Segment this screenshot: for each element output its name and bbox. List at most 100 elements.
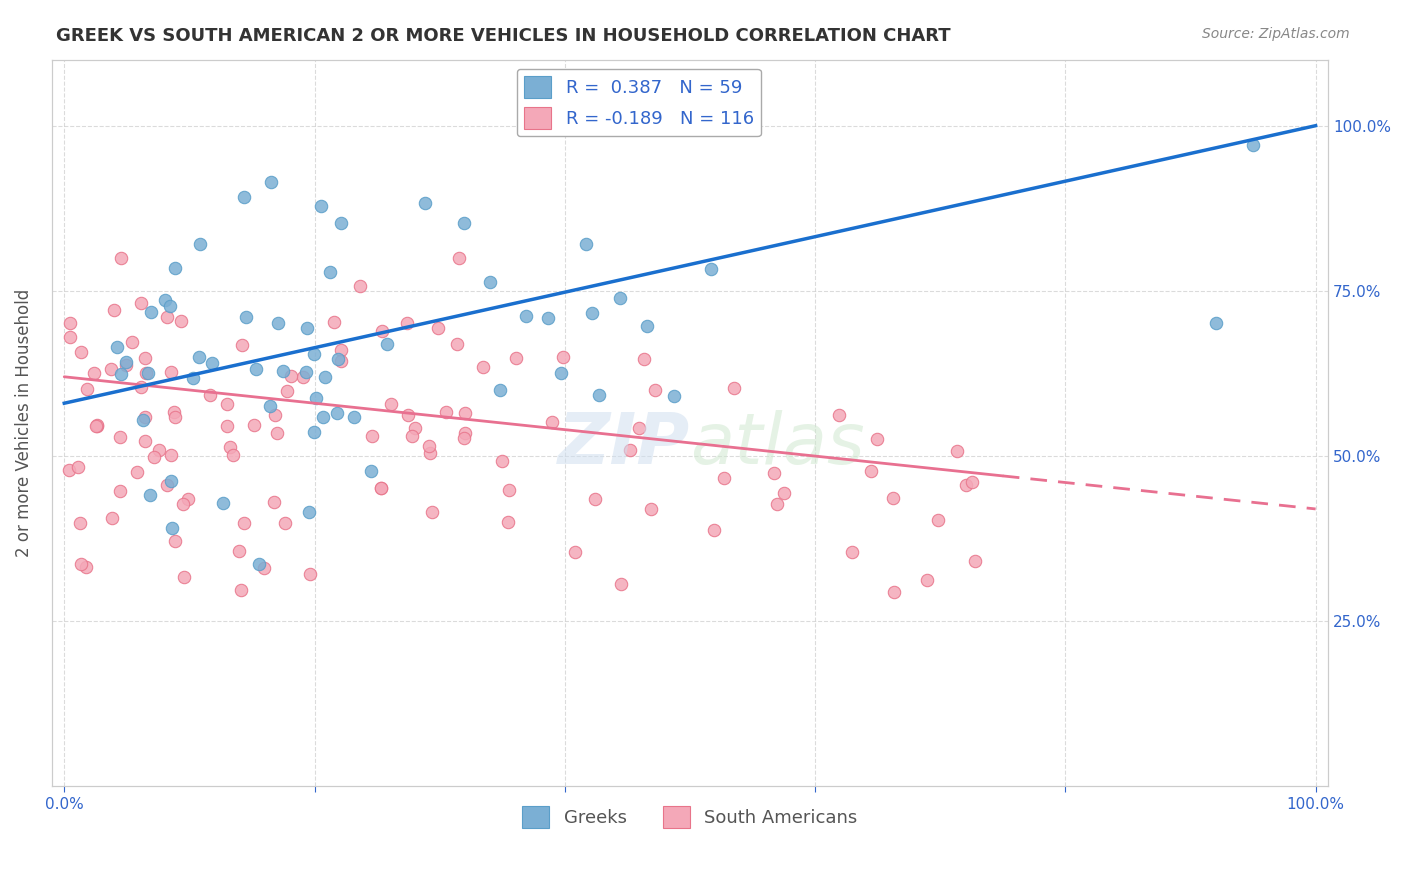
Greeks	[163, 260, 186, 275]
Greeks	[581, 306, 603, 320]
South Americans	[103, 302, 125, 317]
South Americans	[59, 317, 82, 331]
South Americans	[401, 429, 423, 443]
South Americans	[219, 440, 242, 454]
Greeks	[295, 320, 318, 334]
South Americans	[860, 464, 883, 478]
South Americans	[883, 585, 905, 599]
South Americans	[773, 485, 796, 500]
Text: ZIP: ZIP	[558, 410, 690, 479]
South Americans	[496, 515, 519, 529]
Greeks	[132, 413, 155, 427]
Greeks	[159, 475, 181, 489]
South Americans	[396, 408, 419, 422]
South Americans	[627, 421, 650, 435]
Greeks	[136, 366, 159, 380]
South Americans	[418, 439, 440, 453]
South Americans	[380, 397, 402, 411]
Greeks	[537, 311, 560, 326]
South Americans	[723, 381, 745, 395]
South Americans	[370, 481, 392, 495]
South Americans	[134, 351, 156, 366]
Greeks	[138, 488, 160, 502]
South Americans	[173, 570, 195, 584]
South Americans	[114, 358, 136, 372]
Greeks	[375, 337, 398, 351]
Greeks	[309, 199, 332, 213]
South Americans	[231, 338, 253, 352]
South Americans	[766, 497, 789, 511]
South Americans	[222, 448, 245, 462]
Greeks	[247, 557, 270, 571]
South Americans	[253, 561, 276, 575]
Greeks	[588, 388, 610, 402]
South Americans	[610, 576, 633, 591]
Greeks	[314, 370, 336, 384]
Greeks	[271, 364, 294, 378]
Greeks	[1205, 317, 1227, 331]
Greeks	[212, 496, 235, 510]
South Americans	[129, 295, 152, 310]
South Americans	[434, 404, 457, 418]
South Americans	[177, 491, 200, 506]
South Americans	[217, 418, 239, 433]
South Americans	[763, 466, 786, 480]
Greeks	[662, 389, 685, 403]
South Americans	[165, 534, 187, 549]
Greeks	[139, 305, 162, 319]
South Americans	[148, 442, 170, 457]
South Americans	[330, 354, 353, 368]
South Americans	[360, 429, 382, 443]
Greeks	[453, 216, 475, 230]
South Americans	[170, 314, 193, 328]
Greeks	[267, 316, 290, 330]
Greeks	[115, 354, 138, 368]
South Americans	[945, 443, 967, 458]
South Americans	[156, 310, 179, 324]
South Americans	[453, 426, 475, 441]
Greeks	[302, 425, 325, 440]
South Americans	[198, 388, 221, 402]
Y-axis label: 2 or more Vehicles in Household: 2 or more Vehicles in Household	[15, 289, 32, 558]
Greeks	[550, 366, 572, 380]
Text: Source: ZipAtlas.com: Source: ZipAtlas.com	[1202, 27, 1350, 41]
South Americans	[100, 362, 122, 376]
South Americans	[229, 582, 252, 597]
Greeks	[326, 406, 349, 420]
South Americans	[263, 495, 285, 509]
South Americans	[371, 324, 394, 338]
Greeks	[245, 362, 267, 376]
South Americans	[446, 337, 468, 351]
South Americans	[134, 409, 156, 424]
Greeks	[478, 275, 501, 289]
South Americans	[370, 481, 392, 495]
South Americans	[541, 415, 564, 429]
Greeks	[700, 262, 723, 277]
Greeks	[343, 409, 366, 424]
South Americans	[960, 475, 983, 489]
South Americans	[965, 554, 987, 568]
South Americans	[83, 366, 105, 380]
Greeks	[312, 410, 335, 425]
South Americans	[142, 450, 165, 464]
South Americans	[101, 511, 124, 525]
South Americans	[505, 351, 527, 365]
South Americans	[449, 251, 471, 265]
Greeks	[259, 399, 281, 413]
Text: GREEK VS SOUTH AMERICAN 2 OR MORE VEHICLES IN HOUSEHOLD CORRELATION CHART: GREEK VS SOUTH AMERICAN 2 OR MORE VEHICL…	[56, 27, 950, 45]
South Americans	[86, 417, 108, 432]
South Americans	[395, 316, 418, 330]
Greeks	[110, 368, 132, 382]
Legend: Greeks, South Americans: Greeks, South Americans	[515, 799, 865, 836]
South Americans	[76, 382, 98, 396]
South Americans	[426, 321, 449, 335]
South Americans	[703, 523, 725, 537]
South Americans	[882, 491, 904, 506]
South Americans	[419, 446, 441, 460]
Greeks	[235, 310, 257, 324]
Greeks	[294, 365, 316, 379]
Greeks	[360, 465, 382, 479]
Greeks	[305, 391, 328, 405]
Greeks	[153, 293, 176, 307]
South Americans	[453, 406, 475, 420]
